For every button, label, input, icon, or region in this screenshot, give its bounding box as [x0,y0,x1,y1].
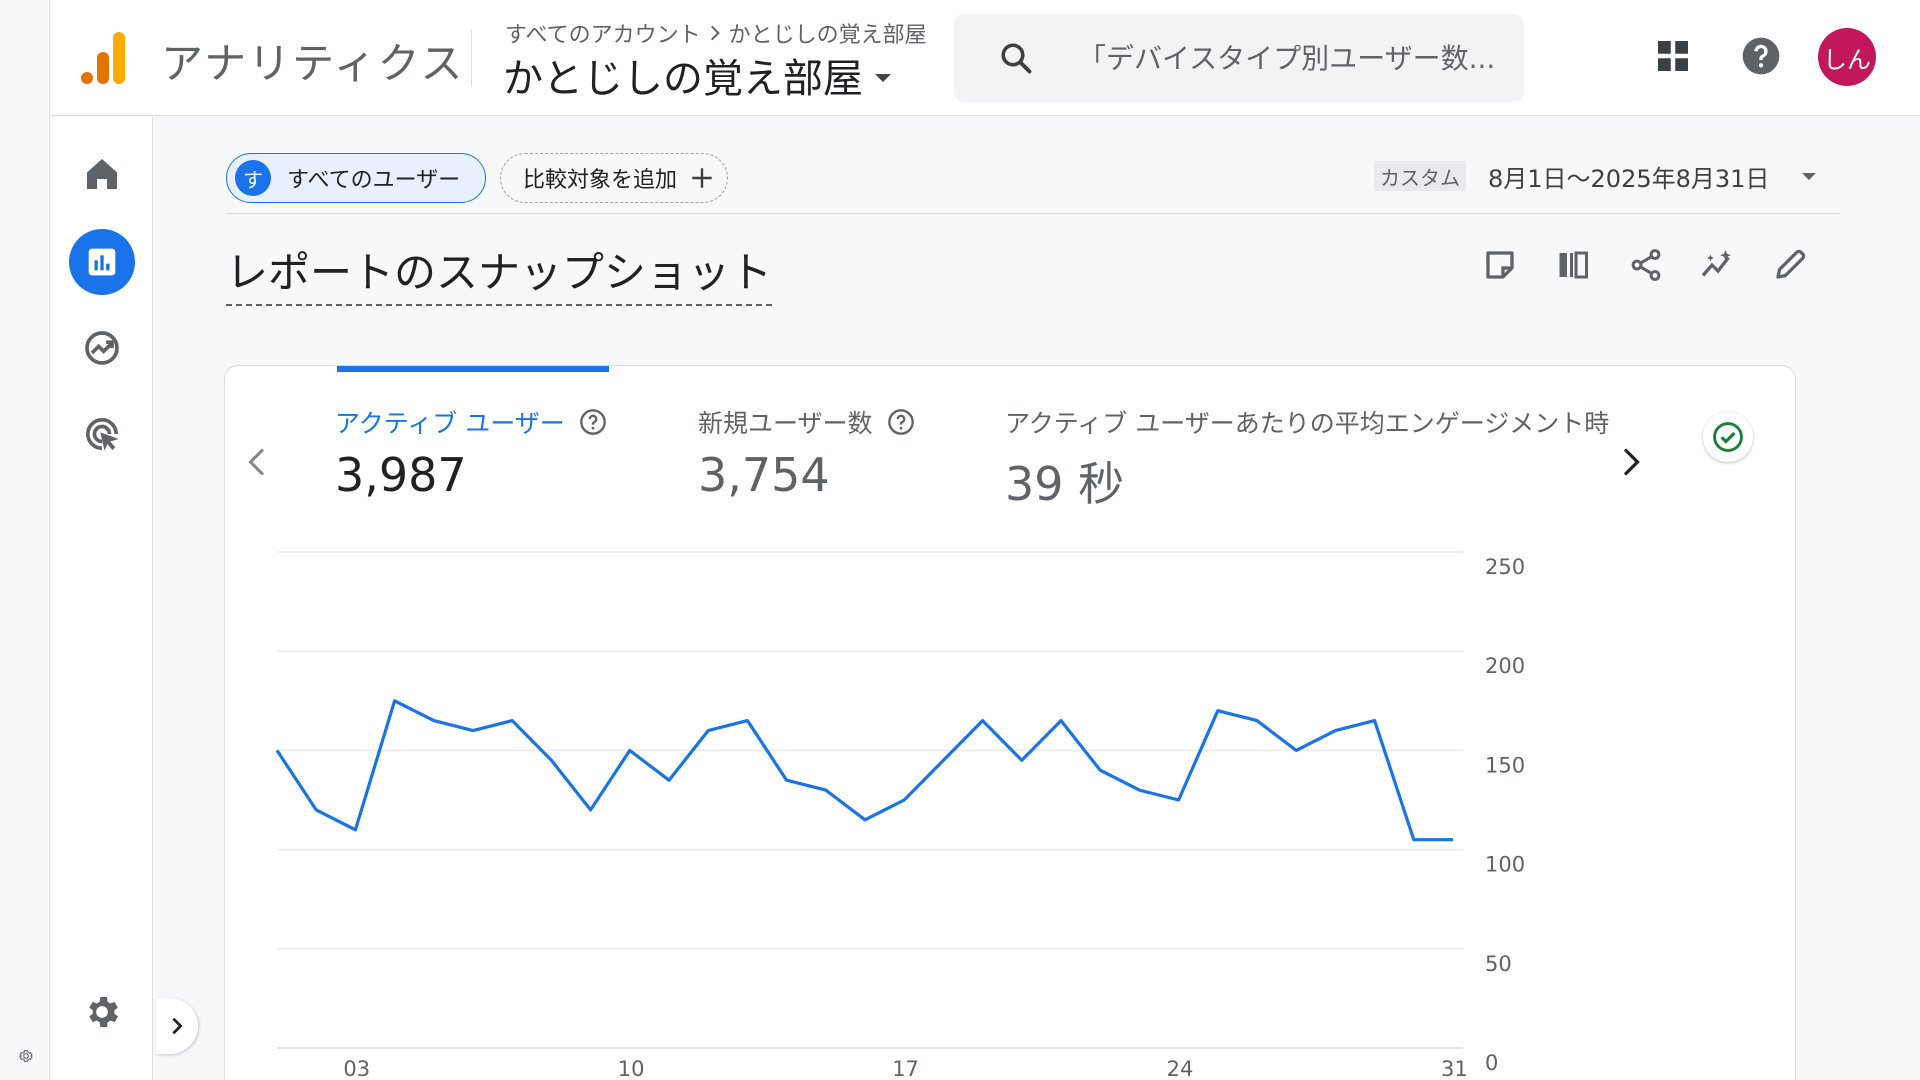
x-tick-label: 24 [1167,1057,1194,1080]
report-snapshot-card: アクティブ ユーザー 3,987 新規ユーザー数 3,754 アクティブ ユーザ… [224,365,1796,1080]
date-range-type: カスタム [1374,161,1466,191]
property-selector[interactable]: かとじしの覚え部屋 [503,46,891,104]
avatar[interactable]: しん [1818,28,1876,86]
x-tick-label: 17 [892,1057,919,1080]
y-tick-label: 200 [1485,654,1525,678]
nav-explore[interactable] [69,315,135,381]
chevron-right-icon [172,1017,183,1035]
explore-icon [85,331,119,365]
metric-label: アクティブ ユーザー [335,409,565,438]
gear-icon [89,997,118,1027]
chevron-right-icon[interactable] [1615,442,1645,482]
date-range-picker[interactable]: 8月1日～2025年8月31日 [1488,165,1770,193]
metric-tab-new-users[interactable]: 新規ユーザー数 3,754 [698,402,915,502]
insights-status-button[interactable] [1703,412,1753,462]
x-tick-label: 31 [1441,1057,1468,1080]
divider [226,213,1840,214]
insights-icon [1701,250,1731,277]
caret-down-icon [875,74,891,82]
share-icon [1631,249,1661,281]
caret-down-icon[interactable] [1802,173,1816,180]
nav-admin[interactable] [69,979,135,1045]
help-outline-icon[interactable] [579,408,607,436]
metric-value: 39 秒 [1005,457,1125,511]
app-name: アナリティクス [161,39,465,88]
metric-label: 新規ユーザー数 [698,409,873,438]
plus-icon [692,168,712,188]
y-tick-label: 150 [1485,753,1525,777]
segment-chip-all-users[interactable]: す すべてのユーザー [226,153,486,203]
property-name: かとじしの覚え部屋 [503,56,863,102]
compare-columns-icon [1559,251,1588,279]
search-icon [1001,43,1032,74]
chevron-right-icon [710,25,720,41]
nav-advertising[interactable] [69,401,135,467]
nav-reports[interactable] [69,229,135,295]
chevron-left-icon[interactable] [243,442,273,482]
bar-chart-icon [88,248,116,276]
advertising-icon [86,418,119,451]
help-icon[interactable] [1741,36,1781,76]
add-comparison-button[interactable]: 比較対象を追加 [500,153,728,203]
note-button[interactable] [1480,245,1520,285]
segment-badge: す [235,160,271,196]
metric-tab-active-users[interactable]: アクティブ ユーザー 3,987 [335,402,607,502]
page-title[interactable]: レポートのスナップショット [226,239,773,306]
selected-tab-indicator [337,366,609,372]
y-tick-label: 0 [1485,1051,1498,1075]
check-circle-icon [1713,422,1743,452]
breadcrumb[interactable]: すべてのアカウント かとじしの覚え部屋 [505,17,927,49]
metric-value: 3,754 [698,448,830,502]
breadcrumb-account[interactable]: かとじしの覚え部屋 [728,23,927,48]
breadcrumb-all-accounts[interactable]: すべてのアカウント [505,23,701,48]
divider [471,30,472,86]
metric-value: 3,987 [335,448,467,502]
insights-button[interactable] [1698,245,1738,285]
x-tick-label: 10 [618,1057,645,1080]
search-bar[interactable] [954,14,1524,102]
nav-home[interactable] [69,141,135,207]
metric-label: アクティブ ユーザーあたりの平均エンゲージメント時 [1005,409,1610,438]
y-tick-label: 50 [1485,952,1512,976]
y-tick-label: 250 [1485,555,1525,579]
add-comparison-label: 比較対象を追加 [523,168,678,193]
x-tick-label: 03 [343,1057,370,1080]
edit-icon [1776,249,1806,279]
note-icon [1486,251,1514,279]
main-content: す すべてのユーザー 比較対象を追加 カスタム 8月1日～2025年8月31日 … [154,117,1920,1080]
active-users-line-chart: 050100150200250038月10172431 [275,551,1525,1080]
left-nav [51,117,153,1080]
search-input[interactable] [1078,38,1508,78]
edge-strip [0,0,50,1080]
gear-icon[interactable] [18,1048,34,1064]
y-tick-label: 100 [1485,853,1525,877]
series-line [275,699,1453,842]
home-icon [87,159,117,189]
apps-icon[interactable] [1655,38,1691,74]
segment-label: すべてのユーザー [287,168,461,193]
metric-tab-avg-engagement-time[interactable]: アクティブ ユーザーあたりの平均エンゲージメント時 39 秒 [1005,402,1609,514]
analytics-logo[interactable] [79,30,129,86]
top-app-bar: アナリティクス すべてのアカウント かとじしの覚え部屋 かとじしの覚え部屋 しん [51,0,1920,116]
share-button[interactable] [1626,245,1666,285]
help-outline-icon[interactable] [887,408,915,436]
compare-columns-button[interactable] [1553,245,1593,285]
edit-button[interactable] [1770,245,1810,285]
